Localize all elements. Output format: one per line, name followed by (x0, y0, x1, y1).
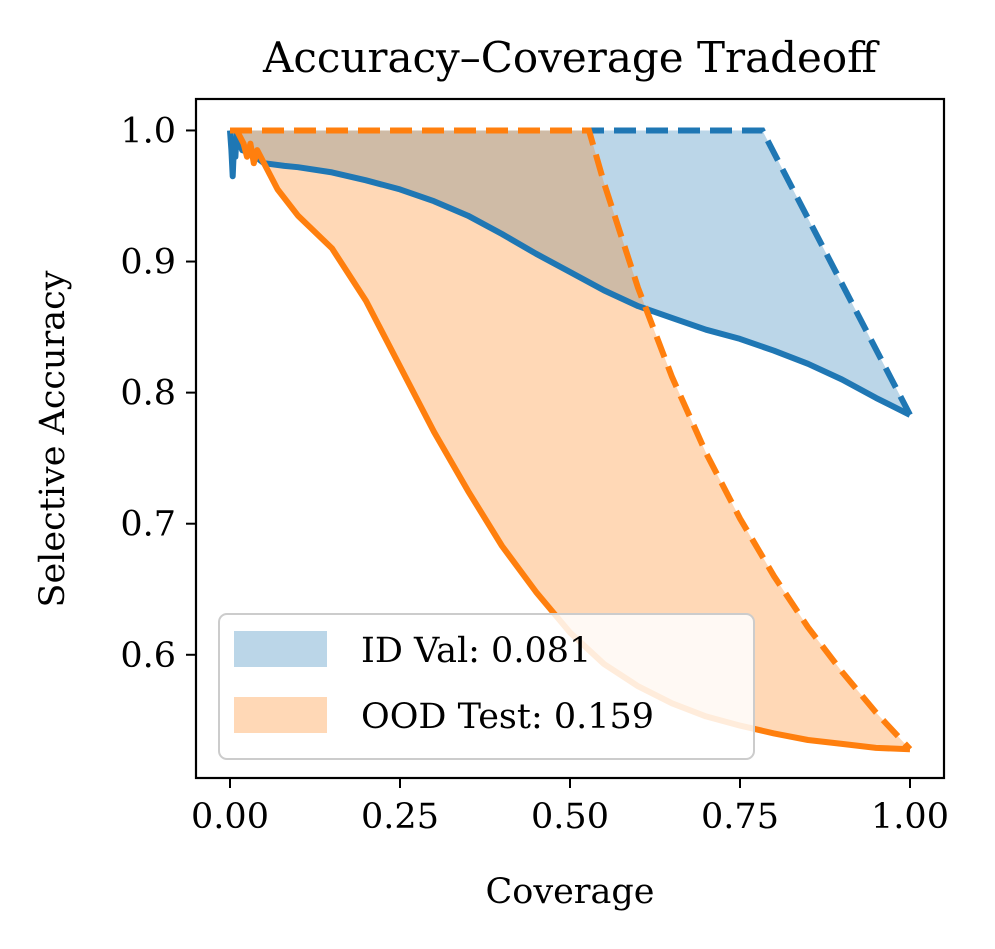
oracle-line-ood-test (230, 127, 913, 752)
legend-swatch-ood-test (234, 697, 327, 733)
legend-swatch-id-val (234, 631, 327, 667)
chart-title: Accuracy–Coverage Tradeoff (262, 33, 880, 82)
y-tick-label: 0.6 (120, 636, 176, 676)
y-tick-label: 0.8 (120, 374, 176, 414)
y-tick-label: 0.9 (120, 243, 176, 283)
x-tick-label: 0.00 (191, 797, 269, 837)
actual-line-ood-test (230, 127, 911, 753)
legend-label-id-val: ID Val: 0.081 (361, 631, 591, 671)
y-tick-label: 1.0 (120, 111, 176, 151)
legend-label-ood-test: OOD Test: 0.159 (361, 697, 654, 737)
x-axis-label: Coverage (485, 872, 654, 912)
x-tick-label: 0.75 (701, 797, 779, 837)
legend: ID Val: 0.081 OOD Test: 0.159 (218, 613, 755, 760)
area-fill-ood-test (230, 130, 910, 750)
y-tick-label: 0.7 (120, 505, 176, 545)
x-tick-label: 1.00 (871, 797, 949, 837)
x-tick-label: 0.50 (531, 797, 609, 837)
plot-area (227, 127, 913, 753)
legend-frame (218, 613, 755, 760)
y-axis-label: Selective Accuracy (33, 270, 73, 607)
area-fill-id-val (230, 130, 910, 415)
x-tick-label: 0.25 (361, 797, 439, 837)
axis-ticks: 0.00 0.25 0.50 0.75 1.00 0.6 0.7 0.8 0.9 1.0 (120, 111, 949, 837)
